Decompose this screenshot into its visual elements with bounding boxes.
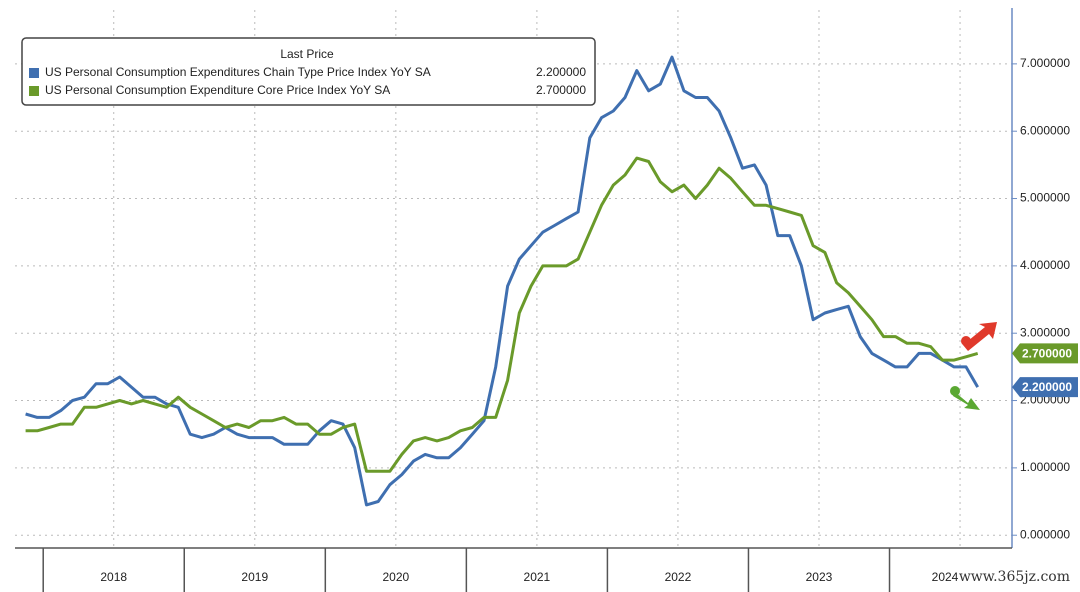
y-tick-label: 6.000000 [1020, 123, 1070, 137]
last-value-label: 2.200000 [1022, 380, 1072, 394]
x-tick-label: 2022 [665, 570, 692, 584]
y-tick-label: 1.000000 [1020, 460, 1070, 474]
legend-swatch [29, 86, 39, 96]
y-tick-label: 7.000000 [1020, 56, 1070, 70]
x-tick-label: 2020 [382, 570, 409, 584]
legend-value: 2.200000 [536, 65, 586, 79]
x-tick-label: 2023 [806, 570, 833, 584]
series-line [25, 156, 979, 473]
last-value-label: 2.700000 [1022, 347, 1072, 361]
watermark: www.365jz.com [959, 569, 1070, 585]
y-tick-label: 0.000000 [1020, 527, 1070, 541]
legend-box [21, 37, 596, 106]
badges: 2.200000 2.700000 [1012, 343, 1078, 398]
series-line [25, 55, 979, 507]
axes: 0.0000001.0000002.0000003.0000004.000000… [42, 56, 1070, 592]
down-arrow-dot [950, 386, 960, 396]
y-tick-label: 4.000000 [1020, 258, 1070, 272]
x-tick-label: 2024 [932, 570, 959, 584]
legend-title: Last Price [280, 47, 334, 61]
legend-swatch [29, 68, 39, 78]
down-arrow [953, 392, 980, 410]
legend-label: US Personal Consumption Expenditure Core… [45, 83, 390, 97]
last-value-badge [1012, 377, 1078, 398]
legend-label: US Personal Consumption Expenditures Cha… [45, 65, 431, 79]
up-arrow [963, 322, 997, 351]
up-arrow-dot [961, 336, 971, 346]
lines [25, 55, 979, 507]
y-tick-label: 5.000000 [1020, 191, 1070, 205]
legend-value: 2.700000 [536, 83, 586, 97]
x-tick-label: 2018 [100, 570, 127, 584]
last-value-badge [1012, 343, 1078, 364]
x-tick-label: 2021 [524, 570, 551, 584]
legend: Last Price US Personal Consumption Expen… [21, 37, 596, 106]
x-tick-label: 2019 [241, 570, 268, 584]
y-tick-label: 3.000000 [1020, 325, 1070, 339]
